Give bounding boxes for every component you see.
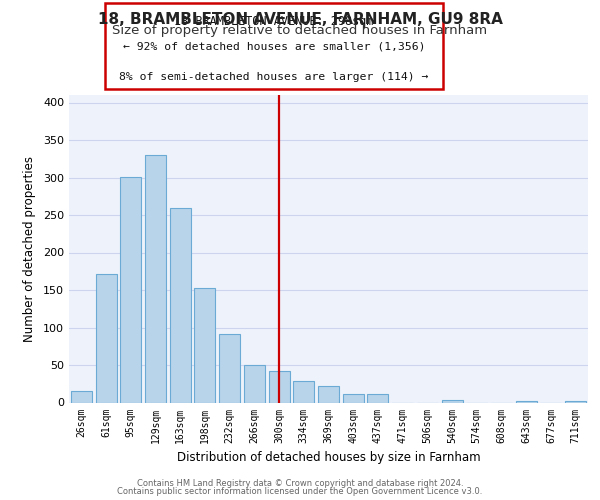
- Bar: [170, 208, 191, 402]
- FancyBboxPatch shape: [106, 2, 443, 89]
- Bar: [318, 386, 339, 402]
- Text: Contains HM Land Registry data © Crown copyright and database right 2024.: Contains HM Land Registry data © Crown c…: [137, 478, 463, 488]
- Y-axis label: Number of detached properties: Number of detached properties: [23, 156, 36, 342]
- Bar: [95, 274, 116, 402]
- Bar: [293, 381, 314, 402]
- Bar: [442, 400, 463, 402]
- Text: 18 BRAMBLETON AVENUE: 298sqm: 18 BRAMBLETON AVENUE: 298sqm: [174, 15, 374, 28]
- Bar: [219, 334, 240, 402]
- Bar: [71, 391, 92, 402]
- Text: ← 92% of detached houses are smaller (1,356): ← 92% of detached houses are smaller (1,…: [123, 42, 425, 51]
- Bar: [145, 155, 166, 402]
- Text: 8% of semi-detached houses are larger (114) →: 8% of semi-detached houses are larger (1…: [119, 72, 428, 82]
- Bar: [516, 401, 537, 402]
- Bar: [269, 371, 290, 402]
- Text: Size of property relative to detached houses in Farnham: Size of property relative to detached ho…: [112, 24, 488, 37]
- Bar: [343, 394, 364, 402]
- X-axis label: Distribution of detached houses by size in Farnham: Distribution of detached houses by size …: [176, 451, 481, 464]
- Bar: [565, 401, 586, 402]
- Bar: [120, 177, 141, 402]
- Text: Contains public sector information licensed under the Open Government Licence v3: Contains public sector information licen…: [118, 487, 482, 496]
- Text: 18, BRAMBLETON AVENUE, FARNHAM, GU9 8RA: 18, BRAMBLETON AVENUE, FARNHAM, GU9 8RA: [98, 12, 502, 28]
- Bar: [244, 365, 265, 403]
- Bar: [367, 394, 388, 402]
- Bar: [194, 288, 215, 403]
